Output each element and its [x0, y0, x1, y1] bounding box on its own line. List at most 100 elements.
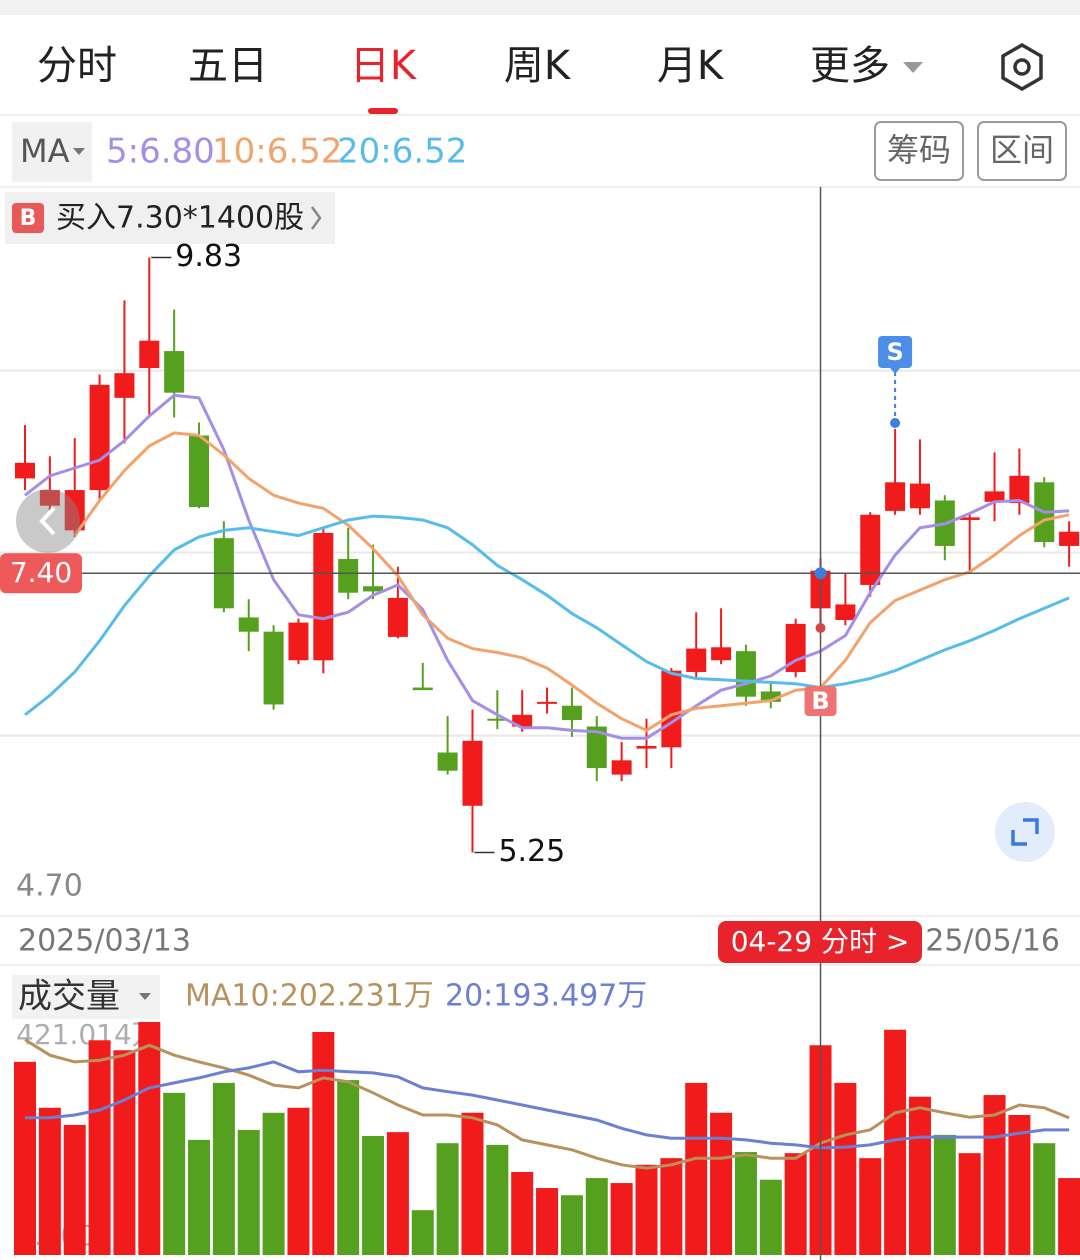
volume-bar [660, 1158, 683, 1255]
volume-bar [784, 1153, 807, 1255]
volume-bar [585, 1178, 608, 1255]
settings-icon[interactable] [1001, 42, 1043, 92]
candle-body [164, 351, 185, 393]
volume-bar [834, 1082, 857, 1255]
extreme-label: 9.83 [175, 239, 242, 274]
tool-button-label: 区间 [990, 131, 1054, 169]
expand-icon [1023, 818, 1039, 834]
volume-bar [958, 1153, 981, 1255]
tab[interactable]: 五日 [188, 43, 268, 89]
back-button[interactable] [16, 489, 80, 553]
candle-body [39, 490, 60, 506]
buy-dot [815, 623, 826, 633]
volume-bar [287, 1107, 310, 1255]
volume-bar [138, 1022, 161, 1255]
expand-button[interactable] [995, 802, 1055, 862]
x-tick-label: 2025/03/13 [18, 924, 191, 959]
volume-bar [635, 1164, 658, 1255]
candle-body [512, 714, 533, 727]
volume-bar [983, 1095, 1006, 1255]
ma-line [24, 514, 1070, 716]
candle-body [64, 490, 85, 531]
y-tick-label: 4.70 [16, 869, 83, 904]
trade-banner[interactable] [5, 192, 335, 244]
crosshair-date-bg[interactable] [718, 921, 922, 963]
x-tick-label: 25/05/16 [925, 924, 1060, 959]
tool-button-label: 筹码 [887, 131, 951, 169]
crosshair-dot [814, 567, 827, 580]
volume-bar [759, 1179, 782, 1255]
volume-bar [1008, 1114, 1031, 1255]
tab[interactable]: 更多 [810, 43, 890, 89]
volume-bar [337, 1080, 360, 1255]
ma-line [73, 431, 1070, 733]
volume-title-box[interactable] [12, 975, 160, 1019]
candle-body [89, 384, 110, 491]
candle-body [288, 622, 309, 661]
candle-body [537, 701, 558, 704]
candle-body [263, 631, 284, 705]
buy-marker: B [811, 687, 829, 715]
sell-marker-tip [890, 368, 901, 374]
candle-body [735, 651, 756, 697]
indicator-label: MA [20, 132, 70, 170]
candle-body [1059, 531, 1080, 546]
volume-bar [908, 1096, 931, 1255]
volume-bar [188, 1139, 211, 1255]
volume-bar [560, 1195, 583, 1255]
sell-dot [890, 418, 901, 428]
volume-bar [312, 1031, 335, 1255]
candle-body [686, 648, 707, 672]
crosshair-price-bg [0, 553, 82, 594]
volume-bar [262, 1112, 285, 1255]
candle-body [189, 435, 210, 507]
buy-marker-bg [804, 686, 837, 716]
settings-dot [1013, 58, 1031, 76]
volume-bar [1058, 1178, 1080, 1255]
tab[interactable]: 日K [350, 43, 418, 89]
plot-layer: 4.700.000421.014万2025/03/1325/05/169.835… [0, 187, 1080, 1260]
crosshair-date: 04-29 分时 > [731, 925, 910, 958]
sell-marker-bg [878, 336, 913, 368]
candle-body [636, 746, 657, 749]
volume-bar [237, 1129, 260, 1255]
candle-body [238, 617, 259, 632]
volume-bar [884, 1029, 907, 1255]
tool-button[interactable] [977, 121, 1067, 181]
volume-bar [734, 1152, 757, 1255]
indicator-caret [73, 148, 85, 155]
settings-hexagon [1001, 42, 1043, 92]
tab[interactable]: 月K [657, 43, 725, 89]
tab[interactable]: 周K [504, 43, 572, 89]
tab[interactable]: 分时 [37, 43, 117, 89]
candle-body [611, 760, 632, 775]
volume-bar [486, 1144, 509, 1255]
candle-body [437, 752, 458, 771]
trade-badge-bg [12, 203, 44, 233]
candle-body [462, 740, 483, 806]
candle-body [959, 517, 980, 520]
tab-underline [368, 108, 398, 114]
candle-body [760, 691, 781, 702]
volume-bar [710, 1112, 733, 1255]
ma-legend: 20:6.52 [337, 132, 467, 172]
volume-bar [113, 1050, 136, 1255]
volume-bar [511, 1171, 534, 1255]
candle-body [860, 514, 881, 585]
candle-body [1009, 475, 1030, 504]
trade-text: 买入7.30*1400股 [56, 201, 304, 236]
volume-bar [1033, 1143, 1056, 1255]
candle-body [412, 687, 433, 691]
volume-bar [14, 1061, 36, 1255]
status-strip [0, 0, 1080, 15]
ma-line [24, 1038, 1070, 1170]
tool-button[interactable] [874, 121, 964, 181]
candle-body [114, 373, 135, 398]
candle-body [586, 726, 607, 769]
back-arrow [39, 506, 56, 536]
candle-body [835, 604, 856, 621]
candle-body [139, 340, 160, 368]
volume-bar [362, 1136, 385, 1255]
